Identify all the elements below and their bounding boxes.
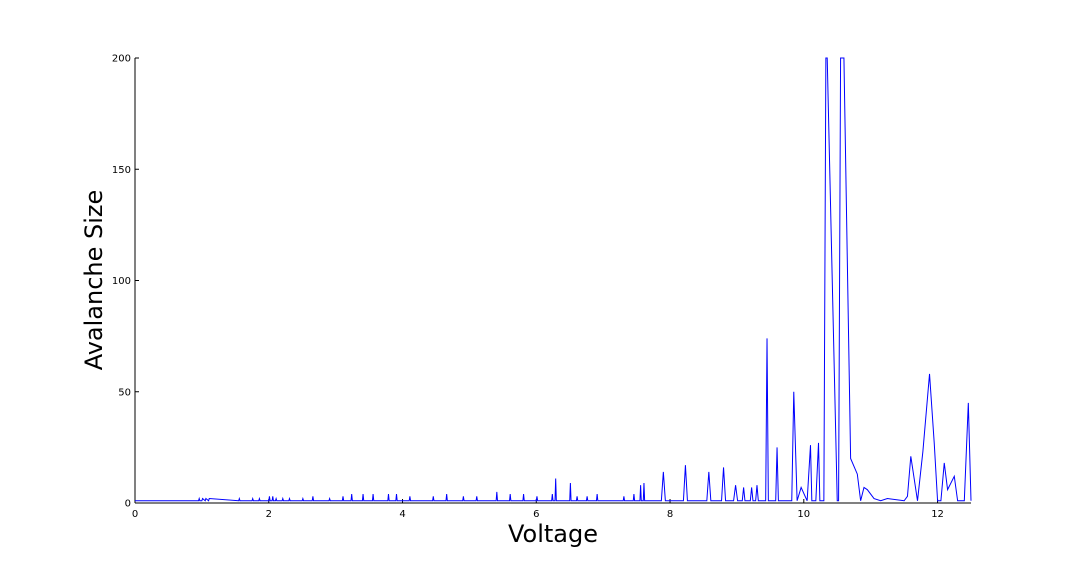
tick-marks-and-labels: 0 2 4 6 8 10 12 0 50 100 150 200 — [112, 54, 944, 521]
y-tick-label: 200 — [112, 54, 131, 65]
x-tick-label: 4 — [399, 509, 405, 520]
y-tick-label: 0 — [125, 499, 131, 510]
x-tick-label: 0 — [132, 509, 138, 520]
x-tick-label: 6 — [533, 509, 539, 520]
x-axis-label: Voltage — [508, 520, 598, 548]
x-tick-label: 10 — [797, 509, 810, 520]
x-tick-label: 8 — [667, 509, 673, 520]
axes — [134, 58, 971, 504]
y-tick-label: 100 — [112, 276, 131, 287]
y-axis-label: Avalanche Size — [80, 190, 108, 371]
x-tick-label: 12 — [931, 509, 944, 520]
data-series — [135, 57, 972, 502]
y-tick-label: 50 — [118, 387, 131, 398]
series-line-avalanche-size — [135, 57, 972, 502]
x-tick-label: 2 — [266, 509, 272, 520]
y-tick-label: 150 — [112, 165, 131, 176]
